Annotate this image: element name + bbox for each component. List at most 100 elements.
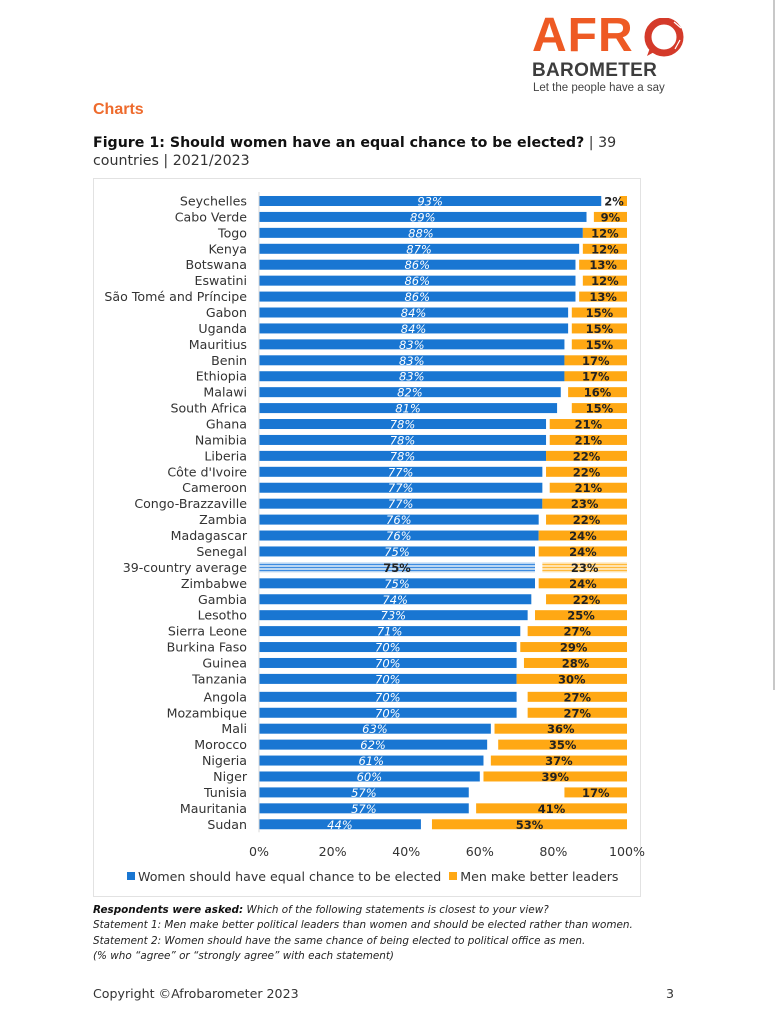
- bar-men-better: [546, 594, 627, 605]
- bar-men-better: [579, 291, 627, 302]
- category-label: Malawi: [203, 385, 247, 400]
- bar-women-equal: [259, 466, 543, 477]
- data-label-women-equal: 70%: [375, 690, 401, 704]
- bar-women-equal: [259, 323, 569, 334]
- category-label: Gambia: [198, 592, 247, 607]
- x-tick-label: 20%: [319, 844, 347, 859]
- category-label: Ghana: [206, 417, 247, 432]
- bar-row-eswatini: Eswatini 86% 12%: [195, 273, 627, 288]
- data-label-women-equal: 88%: [408, 226, 434, 240]
- category-label: Senegal: [196, 544, 247, 559]
- notes-asked-text: Which of the following statements is clo…: [243, 904, 549, 916]
- bar-row-cote-d-ivoire: Côte d'Ivoire 77% 22%: [167, 464, 627, 479]
- category-label: Mali: [221, 721, 247, 736]
- bar-row-nigeria: Nigeria 61% 37%: [202, 753, 627, 768]
- data-label-men-better: 36%: [547, 722, 575, 736]
- data-label-women-equal: 78%: [390, 433, 416, 447]
- data-label-men-better: 35%: [549, 738, 577, 752]
- data-label-women-equal: 70%: [375, 641, 401, 655]
- data-label-men-better: 15%: [586, 322, 614, 336]
- bar-row-gambia: Gambia 74% 22%: [198, 592, 627, 607]
- bar-women-equal: [259, 594, 532, 605]
- data-label-women-equal: 75%: [384, 577, 410, 591]
- bar-men-better: [527, 626, 627, 637]
- data-label-women-equal: 60%: [357, 770, 383, 784]
- bar-women-equal: [259, 787, 469, 798]
- data-label-women-equal: 57%: [351, 786, 377, 800]
- category-label: Cabo Verde: [175, 209, 248, 224]
- bar-women-equal: [259, 403, 558, 414]
- data-label-men-better: 13%: [589, 258, 617, 272]
- data-label-men-better: 12%: [591, 226, 619, 240]
- data-label-men-better: 2%: [604, 195, 624, 209]
- bar-men-better: [549, 434, 627, 445]
- bar-men-better: [538, 578, 627, 589]
- bar-row-benin: Benin 83% 17%: [211, 353, 627, 368]
- notes-statement-2: Statement 2: Women should have the same …: [93, 934, 586, 947]
- bar-row-burkina-faso: Burkina Faso 70% 29%: [167, 640, 627, 655]
- data-label-men-better: 22%: [573, 465, 601, 479]
- category-label: Kenya: [208, 241, 247, 256]
- bar-women-equal: [259, 771, 480, 782]
- data-label-women-equal: 61%: [358, 754, 384, 768]
- data-label-men-better: 25%: [567, 609, 595, 623]
- bar-men-better: [546, 466, 627, 477]
- bar-row-ethiopia: Ethiopia 83% 17%: [196, 369, 627, 384]
- category-label: Mauritius: [189, 337, 247, 352]
- bar-row-south-africa: South Africa 81% 15%: [170, 401, 627, 416]
- bar-women-equal: [259, 275, 576, 286]
- data-label-men-better: 21%: [575, 481, 603, 495]
- data-label-women-equal: 44%: [327, 818, 353, 832]
- data-label-men-better: 17%: [582, 786, 610, 800]
- bar-men-better: [571, 403, 627, 414]
- bar-men-better: [582, 227, 627, 238]
- data-label-women-equal: 89%: [410, 210, 436, 224]
- bar-women-equal: [259, 691, 517, 702]
- bar-men-better: [527, 691, 627, 702]
- bar-men-better: [546, 450, 627, 461]
- bar-women-equal: [259, 371, 565, 382]
- data-label-women-equal: 86%: [404, 274, 430, 288]
- category-label: Mauritania: [180, 801, 247, 816]
- bar-row-togo: Togo 88% 12%: [217, 225, 627, 240]
- category-label: Tanzania: [191, 671, 247, 686]
- bar-row-niger: Niger 60% 39%: [213, 769, 627, 784]
- category-label: Congo-Brazzaville: [134, 496, 247, 511]
- data-label-women-equal: 74%: [382, 593, 408, 607]
- bar-men-better: [520, 642, 627, 653]
- x-tick-label: 40%: [392, 844, 420, 859]
- bar-men-better: [490, 755, 627, 766]
- data-label-women-equal: 76%: [386, 513, 412, 527]
- x-tick-label: 0%: [249, 844, 269, 859]
- figure-title: Figure 1: Should women have an equal cha…: [93, 134, 653, 170]
- bar-men-better: [571, 323, 627, 334]
- category-label: Tunisia: [203, 785, 247, 800]
- footer-page-number: 3: [666, 986, 675, 1001]
- bar-women-equal: [259, 291, 576, 302]
- bar-women-equal: [259, 498, 543, 509]
- bar-women-equal: [259, 387, 561, 398]
- bar-row-morocco: Morocco 62% 35%: [194, 737, 627, 752]
- data-label-men-better: 21%: [575, 418, 603, 432]
- data-label-men-better: 17%: [582, 354, 610, 368]
- bar-row-liberia: Liberia 78% 22%: [204, 448, 627, 463]
- category-label: Cameroon: [182, 480, 247, 495]
- legend-label-women-equal: Women should have equal chance to be ele…: [138, 869, 442, 884]
- bar-men-better: [568, 387, 627, 398]
- data-label-men-better: 39%: [541, 770, 569, 784]
- bar-row-congo-brazzaville: Congo-Brazzaville 77% 23%: [134, 496, 627, 511]
- bar-men-better: [564, 355, 627, 366]
- category-label: Angola: [203, 689, 247, 704]
- bar-row-cabo-verde: Cabo Verde 89% 9%: [175, 209, 627, 224]
- data-label-women-equal: 75%: [383, 561, 411, 575]
- data-label-women-equal: 83%: [399, 338, 425, 352]
- category-label: 39-country average: [123, 560, 248, 575]
- bar-row-namibia: Namibia 78% 21%: [195, 432, 627, 447]
- bar-men-better: [542, 498, 627, 509]
- data-label-women-equal: 81%: [395, 402, 421, 416]
- bar-women-equal: [259, 707, 517, 718]
- bar-women-equal: [259, 819, 421, 830]
- bar-row-sudan: Sudan 44% 53%: [207, 817, 627, 832]
- category-label: Gabon: [206, 305, 247, 320]
- bar-row-mozambique: Mozambique 70% 27%: [167, 705, 627, 720]
